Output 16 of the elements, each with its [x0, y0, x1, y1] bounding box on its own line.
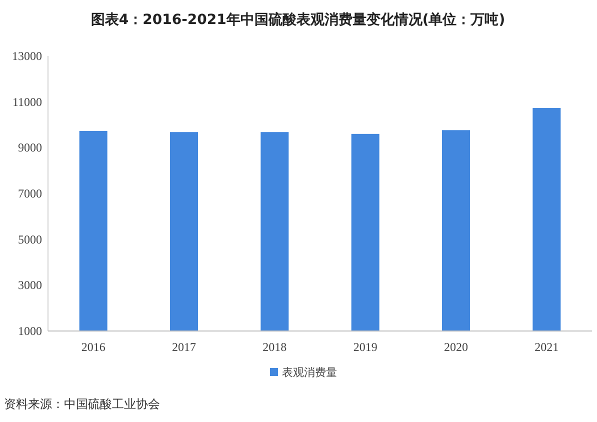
legend-label: 表观消费量 — [282, 366, 337, 379]
x-tick-label: 2021 — [534, 340, 559, 354]
x-tick-label: 2017 — [172, 340, 196, 354]
y-tick-label: 11000 — [12, 94, 42, 109]
y-tick-label: 13000 — [12, 49, 42, 63]
y-tick-label: 5000 — [18, 232, 42, 246]
y-tick-label: 7000 — [18, 186, 42, 200]
chart-title: 图表4：2016-2021年中国硫酸表观消费量变化情况(单位：万吨) — [90, 11, 506, 28]
x-tick-label: 2018 — [262, 340, 287, 354]
text: 资料来源：中国硫酸工业协会 — [4, 397, 160, 411]
x-tick-label: 2020 — [444, 340, 468, 354]
x-tick-label: 2016 — [81, 340, 106, 354]
y-tick-label: 9000 — [18, 140, 42, 155]
y-tick-label: 1000 — [18, 324, 42, 338]
x-tick-label: 2019 — [353, 340, 378, 354]
y-tick-label: 3000 — [18, 278, 42, 292]
